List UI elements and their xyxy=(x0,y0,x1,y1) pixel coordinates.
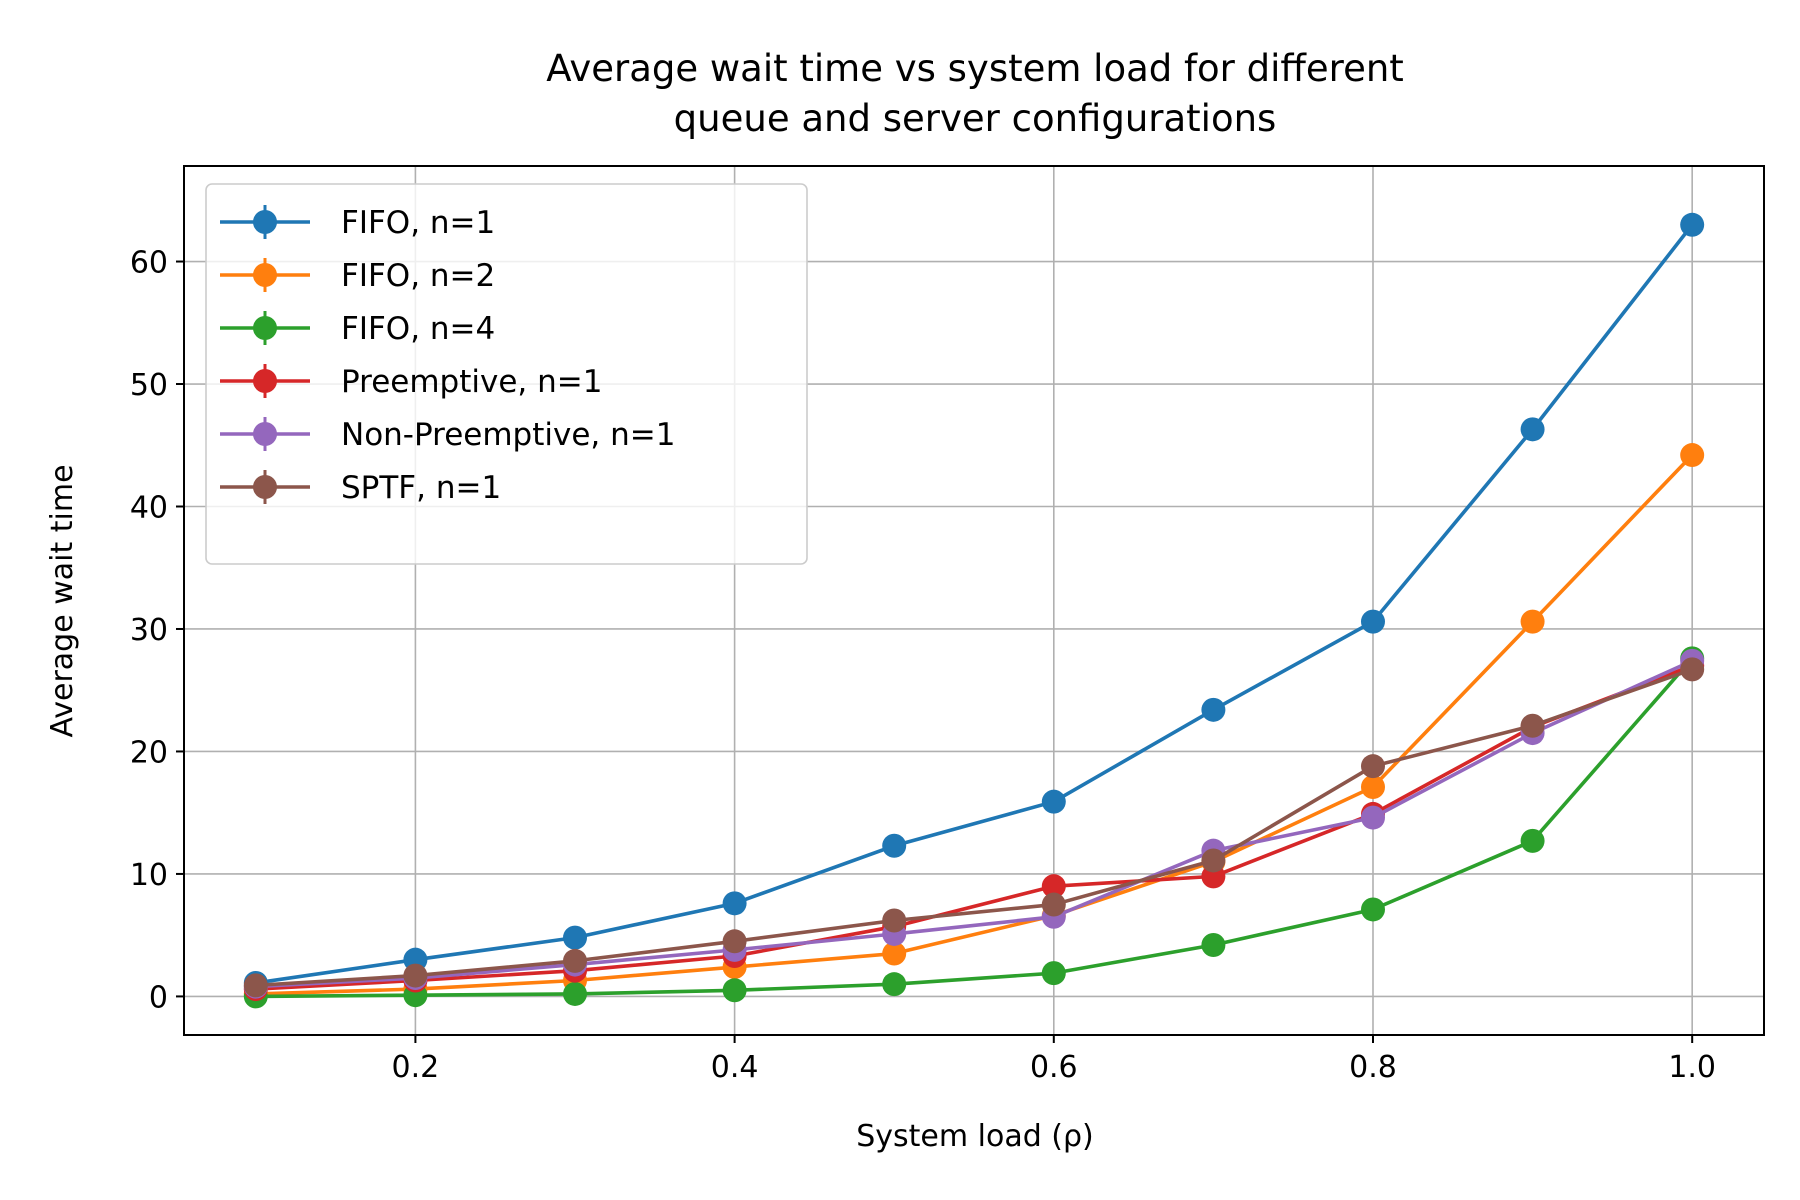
y-tick-label: 10 xyxy=(130,858,168,893)
data-point xyxy=(1680,657,1705,682)
y-tick-label: 50 xyxy=(130,368,168,403)
data-point xyxy=(882,833,907,858)
legend-label: SPTF, n=1 xyxy=(341,470,501,506)
y-axis-ticks: 0 10 20 30 40 50 60 xyxy=(130,246,184,1015)
legend-label: FIFO, n=4 xyxy=(341,311,495,347)
legend-marker xyxy=(253,316,277,340)
data-point xyxy=(563,925,588,950)
legend-item: FIFO, n=4 xyxy=(220,311,495,347)
x-tick-label: 0.6 xyxy=(1030,1050,1078,1085)
data-point xyxy=(722,891,747,916)
plot-frame xyxy=(183,165,1765,1036)
x-tick-label: 0.2 xyxy=(392,1050,440,1085)
y-axis-label: Average wait time xyxy=(45,464,80,737)
x-tick-label: 0.4 xyxy=(711,1050,759,1085)
y-tick-label: 60 xyxy=(130,246,168,281)
data-point xyxy=(1041,789,1066,814)
data-point xyxy=(1041,961,1066,986)
data-point xyxy=(1360,754,1385,779)
data-point xyxy=(1680,443,1705,468)
legend-label: Preemptive, n=1 xyxy=(341,364,602,400)
data-point xyxy=(563,948,588,973)
series-group xyxy=(243,212,1705,995)
series-line xyxy=(253,667,1695,988)
chart-title-line-1: Average wait time vs system load for dif… xyxy=(546,47,1404,90)
legend-item: FIFO, n=1 xyxy=(220,205,495,241)
data-point xyxy=(882,941,907,966)
data-point xyxy=(722,978,747,1003)
data-point xyxy=(1680,212,1705,237)
data-point xyxy=(1520,713,1545,738)
data-point xyxy=(1360,805,1385,830)
legend-item: Non-Preemptive, n=1 xyxy=(220,417,675,453)
data-point xyxy=(243,973,268,998)
series-line xyxy=(253,658,1695,989)
data-point xyxy=(1360,609,1385,634)
data-point xyxy=(563,981,588,1006)
data-point xyxy=(1520,609,1545,634)
y-tick-label: 0 xyxy=(149,980,168,1015)
series-group xyxy=(243,657,1705,998)
x-axis-ticks: 0.2 0.4 0.6 0.8 1.0 xyxy=(392,1035,1716,1085)
data-point xyxy=(1041,892,1066,917)
legend: FIFO, n=1 FIFO, n=2 FIFO, n=4 Preemptive, n… xyxy=(205,183,808,565)
legend-marker xyxy=(253,475,277,499)
legend-marker xyxy=(253,263,277,287)
series-line xyxy=(253,663,1695,991)
y-tick-label: 30 xyxy=(130,613,168,648)
data-point xyxy=(1201,932,1226,957)
legend-item: Preemptive, n=1 xyxy=(220,364,602,400)
series-line xyxy=(253,452,1695,996)
data-point xyxy=(882,908,907,933)
data-point xyxy=(403,963,428,988)
data-point xyxy=(1041,874,1066,899)
x-tick-label: 0.8 xyxy=(1349,1050,1397,1085)
series-line xyxy=(254,655,1695,999)
series-layer xyxy=(243,212,1705,1009)
legend-label: FIFO, n=2 xyxy=(341,258,495,294)
legend-item: FIFO, n=2 xyxy=(220,258,495,294)
legend-box xyxy=(205,183,808,565)
legend-item: SPTF, n=1 xyxy=(220,470,501,506)
data-point xyxy=(722,929,747,954)
legend-label: FIFO, n=1 xyxy=(341,205,495,241)
legend-marker xyxy=(253,422,277,446)
data-point xyxy=(1201,848,1226,873)
chart-title-line-2: queue and server configurations xyxy=(674,97,1277,140)
legend-label: Non-Preemptive, n=1 xyxy=(341,417,675,453)
legend-marker xyxy=(253,210,277,234)
data-point xyxy=(1360,897,1385,922)
data-point xyxy=(1520,417,1545,442)
data-point xyxy=(882,972,907,997)
series-line xyxy=(253,222,1695,985)
y-tick-label: 40 xyxy=(130,490,168,525)
y-tick-label: 20 xyxy=(130,735,168,770)
data-point xyxy=(1201,697,1226,722)
x-tick-label: 1.0 xyxy=(1668,1050,1716,1085)
data-point xyxy=(1520,828,1545,853)
legend-marker xyxy=(253,369,277,393)
x-axis-label: System load (ρ) xyxy=(856,1119,1094,1154)
data-point xyxy=(1360,774,1385,799)
